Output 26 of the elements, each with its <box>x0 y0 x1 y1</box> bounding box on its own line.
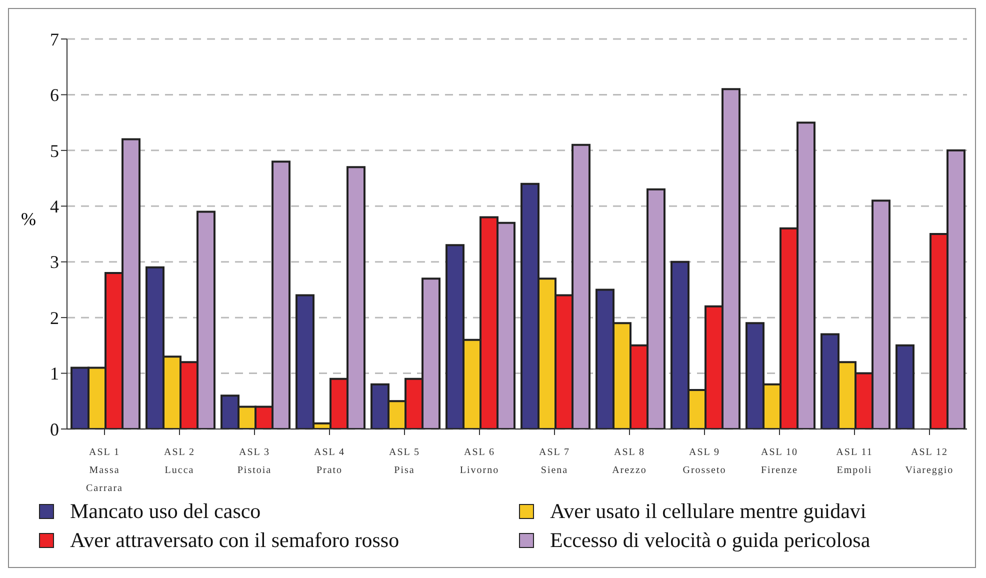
x-tick-label: ASL 9 Grosseto <box>682 447 726 476</box>
x-tick-label: ASL 7 Siena <box>538 447 570 476</box>
x-tick-label: ASL 1 Massa Carrara <box>86 447 123 494</box>
x-tick-label: ASL 2 Lucca <box>164 447 196 476</box>
x-tick-label: ASL 11 Empoli <box>836 447 873 476</box>
y-tick-label: 0 <box>50 419 59 440</box>
y-tick-label: 7 <box>50 29 59 50</box>
x-tick-label: ASL 12 Viareggio <box>905 447 954 476</box>
legend-label: Aver usato il cellulare mentre guidavi <box>550 499 866 524</box>
x-tick-label: ASL 4 Prato <box>314 447 346 476</box>
x-tick-label: ASL 10 Firenze <box>760 447 798 476</box>
y-tick-label: 5 <box>50 140 59 161</box>
legend-label: Eccesso di velocità o guida pericolosa <box>550 528 870 553</box>
y-tick-label: 1 <box>50 364 59 384</box>
y-tick-label: 6 <box>50 85 59 106</box>
x-tick-label: ASL 6 Livorno <box>460 447 500 476</box>
x-tick-label: ASL 3 Pistoia <box>237 447 272 476</box>
y-tick-label: 4 <box>50 196 59 217</box>
legend-label: Mancato uso del casco <box>70 499 261 524</box>
y-axis-title: % <box>21 209 36 230</box>
y-tick-label: 3 <box>50 252 59 272</box>
y-tick-label: 2 <box>50 308 59 328</box>
x-tick-label: ASL 5 Pisa <box>388 447 420 476</box>
x-tick-label: ASL 8 Arezzo <box>612 447 647 476</box>
legend-label: Aver attraversato con il semaforo rosso <box>70 528 400 553</box>
bar <box>896 344 914 429</box>
